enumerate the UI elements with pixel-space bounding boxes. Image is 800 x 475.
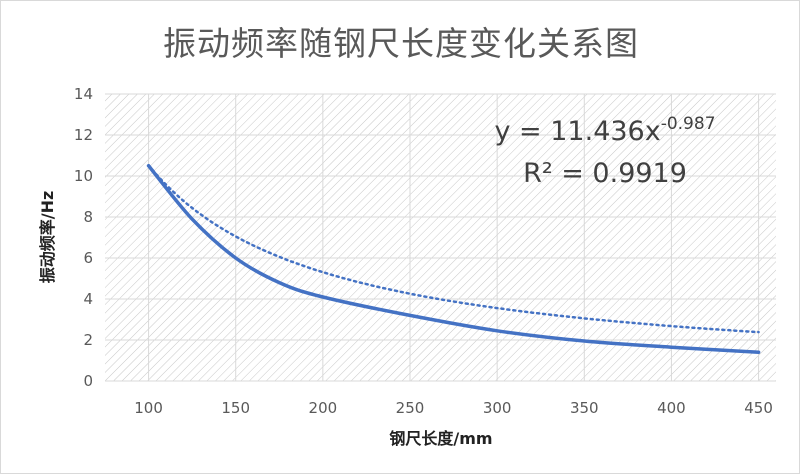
chart-title: 振动频率随钢尺长度变化关系图 <box>163 24 639 63</box>
equation-exponent: -0.987 <box>661 114 716 134</box>
data-series-line <box>146 164 761 355</box>
x-axis-label: 钢尺长度/mm <box>389 429 492 448</box>
series-layer <box>146 164 761 355</box>
y-axis-label: 振动频率/Hz <box>38 191 57 284</box>
y-tick-label: 6 <box>83 249 93 267</box>
x-tick-label: 400 <box>657 399 686 417</box>
y-tick-label: 8 <box>83 208 93 226</box>
x-tick-label: 150 <box>221 399 250 417</box>
trendline-series <box>147 164 760 334</box>
equation-base: y = 11.436x <box>494 116 660 147</box>
r-squared-label: R² = 0.9919 <box>523 158 687 189</box>
y-tick-label: 2 <box>83 331 93 349</box>
axis-layer: 0 2 4 6 8 10 12 14 100 150 200 250 300 350 400 450 <box>74 85 773 417</box>
plot-area <box>105 94 776 381</box>
trendline-equation: y = 11.436x-0.987 <box>494 114 715 147</box>
x-tick-label: 350 <box>570 399 599 417</box>
y-tick-label: 10 <box>74 167 93 185</box>
y-tick-label: 4 <box>83 290 93 308</box>
y-tick-label: 0 <box>83 372 93 390</box>
x-tick-label: 200 <box>309 399 338 417</box>
x-tick-label: 450 <box>744 399 773 417</box>
x-tick-label: 300 <box>483 399 512 417</box>
x-tick-label: 250 <box>396 399 425 417</box>
y-tick-label: 12 <box>74 126 93 144</box>
y-tick-label: 14 <box>74 85 93 103</box>
x-tick-label: 100 <box>134 399 163 417</box>
